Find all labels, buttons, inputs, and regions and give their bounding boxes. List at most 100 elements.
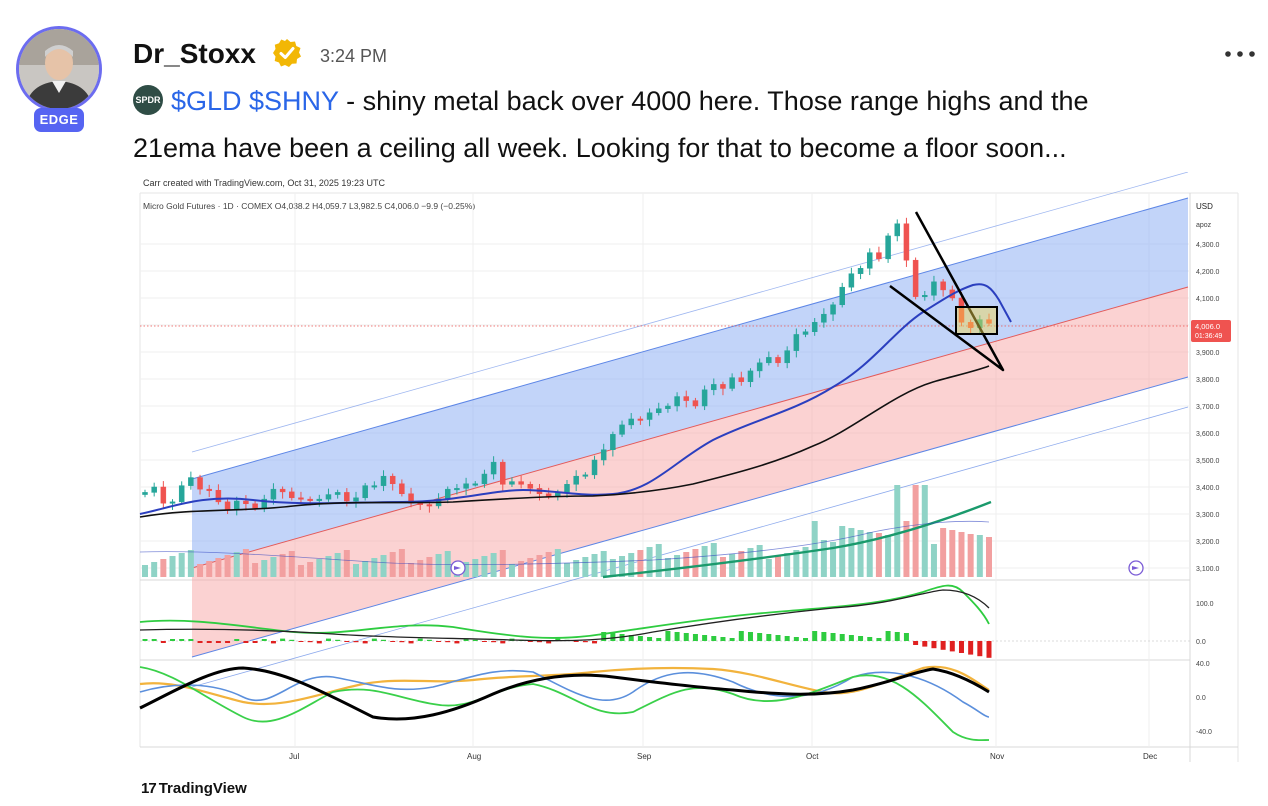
chart-svg: 4,300.04,200.04,100.04,000.03,900.03,800…	[139, 172, 1239, 762]
candle-body	[573, 475, 579, 485]
tradingview-logo: 17 TradingView	[141, 780, 247, 797]
macd-hist-bar	[399, 641, 405, 643]
y-tick-label: 4,200.0	[1196, 269, 1219, 276]
replay-icon-right[interactable]	[1128, 560, 1144, 576]
candle-body	[967, 322, 974, 328]
volume-bar	[417, 560, 424, 577]
macd-hist-bar	[280, 638, 286, 641]
avatar-portrait-icon	[19, 29, 99, 109]
macd-hist-bar	[702, 635, 708, 641]
macd-hist-bar	[151, 639, 157, 641]
volume-bar	[536, 555, 543, 577]
candle-body	[802, 331, 809, 335]
candle-body	[307, 498, 313, 501]
author-name[interactable]: Dr_Stoxx	[133, 38, 256, 69]
macd-hist-bar	[747, 632, 753, 641]
post-timestamp: 3:24 PM	[320, 46, 388, 66]
volume-bar	[435, 554, 442, 577]
macd-hist-bar	[858, 636, 864, 641]
volume-bar	[775, 556, 781, 577]
candle-body	[279, 488, 286, 493]
candle-body	[619, 424, 625, 435]
osc-green-line	[139, 666, 990, 742]
macd-signal-line	[139, 589, 990, 642]
candle-body	[353, 497, 359, 502]
volume-bar	[362, 561, 369, 577]
candle-body	[490, 461, 497, 475]
volume-ma-line-green	[602, 500, 992, 579]
channel-bottom-line	[191, 376, 1189, 658]
avatar[interactable]	[16, 26, 102, 112]
macd-hist-bar	[481, 641, 487, 642]
macd-hist-bar	[876, 638, 882, 641]
volume-bar	[288, 551, 295, 577]
macd-hist-bar	[381, 639, 387, 641]
volume-bar	[472, 559, 479, 577]
macd-hist-bar	[775, 635, 781, 641]
volume-bar	[958, 532, 965, 577]
post-text-line-1: SPDR $GLD $SHNY - shiny metal back over 4…	[133, 84, 1089, 118]
macd-hist-bar	[353, 641, 359, 643]
candle-body	[637, 418, 644, 421]
volume-bar	[573, 560, 580, 577]
post-text-part-1: - shiny metal back over 4000 here. Those…	[338, 86, 1089, 116]
candle-body	[922, 295, 928, 298]
volume-bar	[334, 553, 341, 577]
macd-hist-bar	[665, 631, 671, 641]
volume-bar	[701, 546, 708, 577]
volume-bar	[279, 554, 286, 577]
candle-body	[371, 485, 378, 488]
osc-blue-line	[139, 669, 990, 718]
macd-hist-bar	[316, 641, 322, 644]
macd-hist-bar	[252, 641, 258, 643]
macd-hist-bar	[592, 641, 598, 644]
macd-tick-0: 0.0	[1196, 639, 1206, 646]
macd-hist-bar	[463, 638, 469, 641]
volume-bar	[307, 562, 314, 577]
macd-hist-bar	[830, 633, 836, 641]
macd-hist-bar	[170, 639, 176, 641]
candle-body	[270, 488, 277, 500]
x-tick-label: Dec	[1143, 752, 1157, 761]
volume-bar	[371, 558, 378, 577]
candle-body	[206, 488, 212, 491]
macd-hist-bar	[711, 636, 717, 641]
candle-body	[711, 384, 717, 391]
candle-body	[848, 273, 855, 288]
more-options-icon[interactable]	[1222, 40, 1258, 68]
candle-body	[197, 477, 203, 490]
volume-bar	[683, 552, 690, 577]
candle-body	[426, 504, 433, 507]
candle-body	[233, 500, 240, 511]
volume-bar	[986, 537, 992, 577]
y-tick-label: 3,900.0	[1196, 350, 1219, 357]
volume-bar	[252, 563, 259, 577]
macd-hist-bar	[270, 641, 276, 644]
author-avatar-group[interactable]: EDGE	[16, 26, 104, 136]
candle-body	[628, 418, 634, 426]
volume-bar	[270, 557, 277, 577]
scale-label: apoz	[1196, 222, 1212, 229]
tradingview-label: TradingView	[158, 780, 247, 797]
volume-bar	[591, 554, 598, 577]
candle-body	[646, 412, 653, 420]
candle-body	[885, 235, 891, 260]
last-price-label: 4,006.0	[1195, 322, 1220, 331]
volume-bar	[316, 559, 323, 577]
chart-image[interactable]: Carr created with TradingView.com, Oct 3…	[133, 172, 1243, 800]
replay-icon[interactable]	[450, 560, 466, 576]
candle-body	[389, 475, 396, 485]
volume-bar	[921, 485, 928, 577]
macd-hist-bar	[940, 641, 946, 650]
candle-body	[518, 481, 524, 485]
volume-bar	[463, 562, 470, 577]
ticker-links[interactable]: $GLD $SHNY	[171, 86, 339, 116]
y-tick-label: 3,700.0	[1196, 404, 1219, 411]
last-price-tag: 4,006.0 01:36:49	[1191, 320, 1231, 342]
volume-bar	[380, 555, 387, 577]
osc-black-line	[139, 666, 990, 721]
candle-body	[821, 313, 827, 323]
volume-bar	[747, 548, 754, 577]
y-tick-label: 3,400.0	[1196, 485, 1219, 492]
volume-bar	[729, 554, 736, 577]
